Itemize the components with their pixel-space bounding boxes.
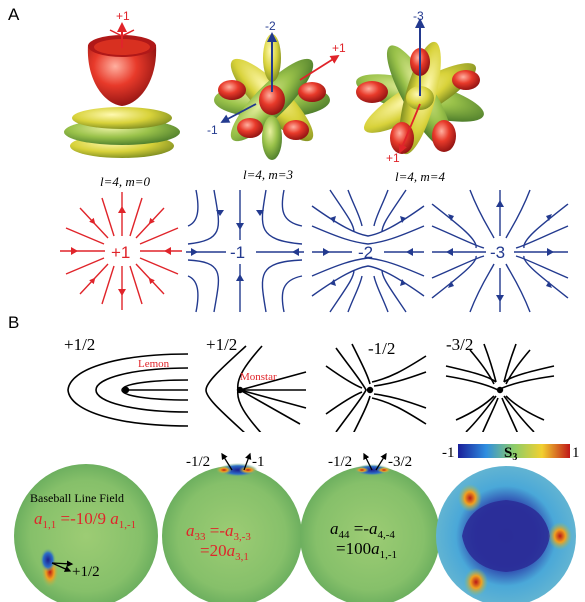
harmonic-m4-shape (356, 41, 484, 155)
defect-lemon-name: Lemon (138, 358, 170, 370)
defect-monstar (205, 345, 307, 432)
panel-letter-a: A (8, 5, 20, 24)
sphere-1-equation: a1,1 =-10/9 a1,-1 (34, 509, 136, 531)
field-minus3-arrowheads (446, 200, 554, 302)
sphere-3 (300, 464, 440, 602)
field-plus1-arrowheads (71, 206, 171, 296)
defect-lemon-charge: +1/2 (64, 335, 95, 354)
harmonic-m3-charge-right: +1 (332, 41, 346, 55)
vector-field-row: +1 -1 (60, 189, 569, 313)
sphere-3-equation-line1: a44 =-a4,-4 (330, 519, 395, 541)
sphere-3-equation-line2: =100a1,-1 (336, 539, 397, 561)
harmonic-m3-label: l=4, m=3 (243, 167, 294, 182)
defect-minus-three-half-core (496, 386, 504, 394)
field-minus1-label: -1 (230, 243, 245, 262)
defect-lemon-core (122, 386, 130, 394)
sphere-1 (14, 464, 158, 602)
defect-monstar-charge: +1/2 (206, 335, 237, 354)
sphere-1-defect: +1/2 (72, 564, 100, 580)
sphere-2-equation-line1: a33 =-a3,-3 (186, 521, 251, 543)
spheres-row: Baseball Line Field a1,1 =-10/9 a1,-1 +1… (14, 444, 580, 602)
defect-minus-half (325, 343, 427, 432)
sphere-2 (162, 463, 302, 602)
colorbar-label: S3 (504, 445, 517, 463)
sphere-3-charge-left: -1/2 (328, 454, 352, 470)
sphere-1-title: Baseball Line Field (30, 491, 124, 505)
defect-lemon (67, 353, 189, 427)
sphere-2-charge-right: -1 (252, 454, 265, 470)
harmonic-m4-label: l=4, m=4 (395, 169, 446, 184)
harmonic-m3-charge-top: -2 (265, 19, 276, 33)
colorbar (458, 444, 570, 458)
defect-row: +1/2 Lemon +1/2 Monstar -1/2 -3/2 (64, 335, 555, 432)
sphere-3-charge-right: -3/2 (388, 454, 412, 470)
harmonic-m0-label: l=4, m=0 (100, 174, 151, 189)
harmonic-m4-charge-top: -3 (413, 9, 424, 23)
sphere-2-equation-line2: =20a3,1 (200, 541, 249, 563)
field-minus2 (311, 189, 425, 313)
panel-letter-b: B (8, 313, 20, 332)
field-minus1-arrowheads (191, 210, 299, 281)
field-minus2-label: -2 (358, 243, 373, 262)
field-plus1-label: +1 (111, 243, 130, 262)
colorbar-max: 1 (572, 445, 580, 461)
harmonic-m0-shape (64, 35, 180, 158)
harmonic-m3-charge-left: -1 (207, 123, 218, 137)
harmonic-m4-charge-bottom: +1 (386, 151, 400, 165)
defect-minus-three-half (445, 343, 555, 432)
field-minus2-arrowheads (323, 216, 413, 286)
harmonics-row: +1 l=4, m=0 -2 +1 -1 l=4, m=3 -3 +1 l=4,… (64, 9, 484, 189)
colorbar-min: -1 (442, 445, 455, 461)
defect-monstar-name: Monstar (240, 371, 277, 383)
harmonic-m0-charge: +1 (116, 9, 130, 23)
defect-monstar-core (236, 386, 244, 394)
field-plus1 (60, 192, 182, 310)
defect-minus-half-charge: -1/2 (368, 339, 395, 358)
sphere-2-charge-left: -1/2 (186, 454, 210, 470)
sphere-4 (436, 466, 576, 602)
defect-minus-half-core (366, 386, 374, 394)
field-minus3 (431, 189, 569, 313)
field-minus1 (186, 189, 304, 313)
field-minus3-label: -3 (490, 243, 505, 262)
defect-minus-three-half-charge: -3/2 (446, 335, 473, 354)
